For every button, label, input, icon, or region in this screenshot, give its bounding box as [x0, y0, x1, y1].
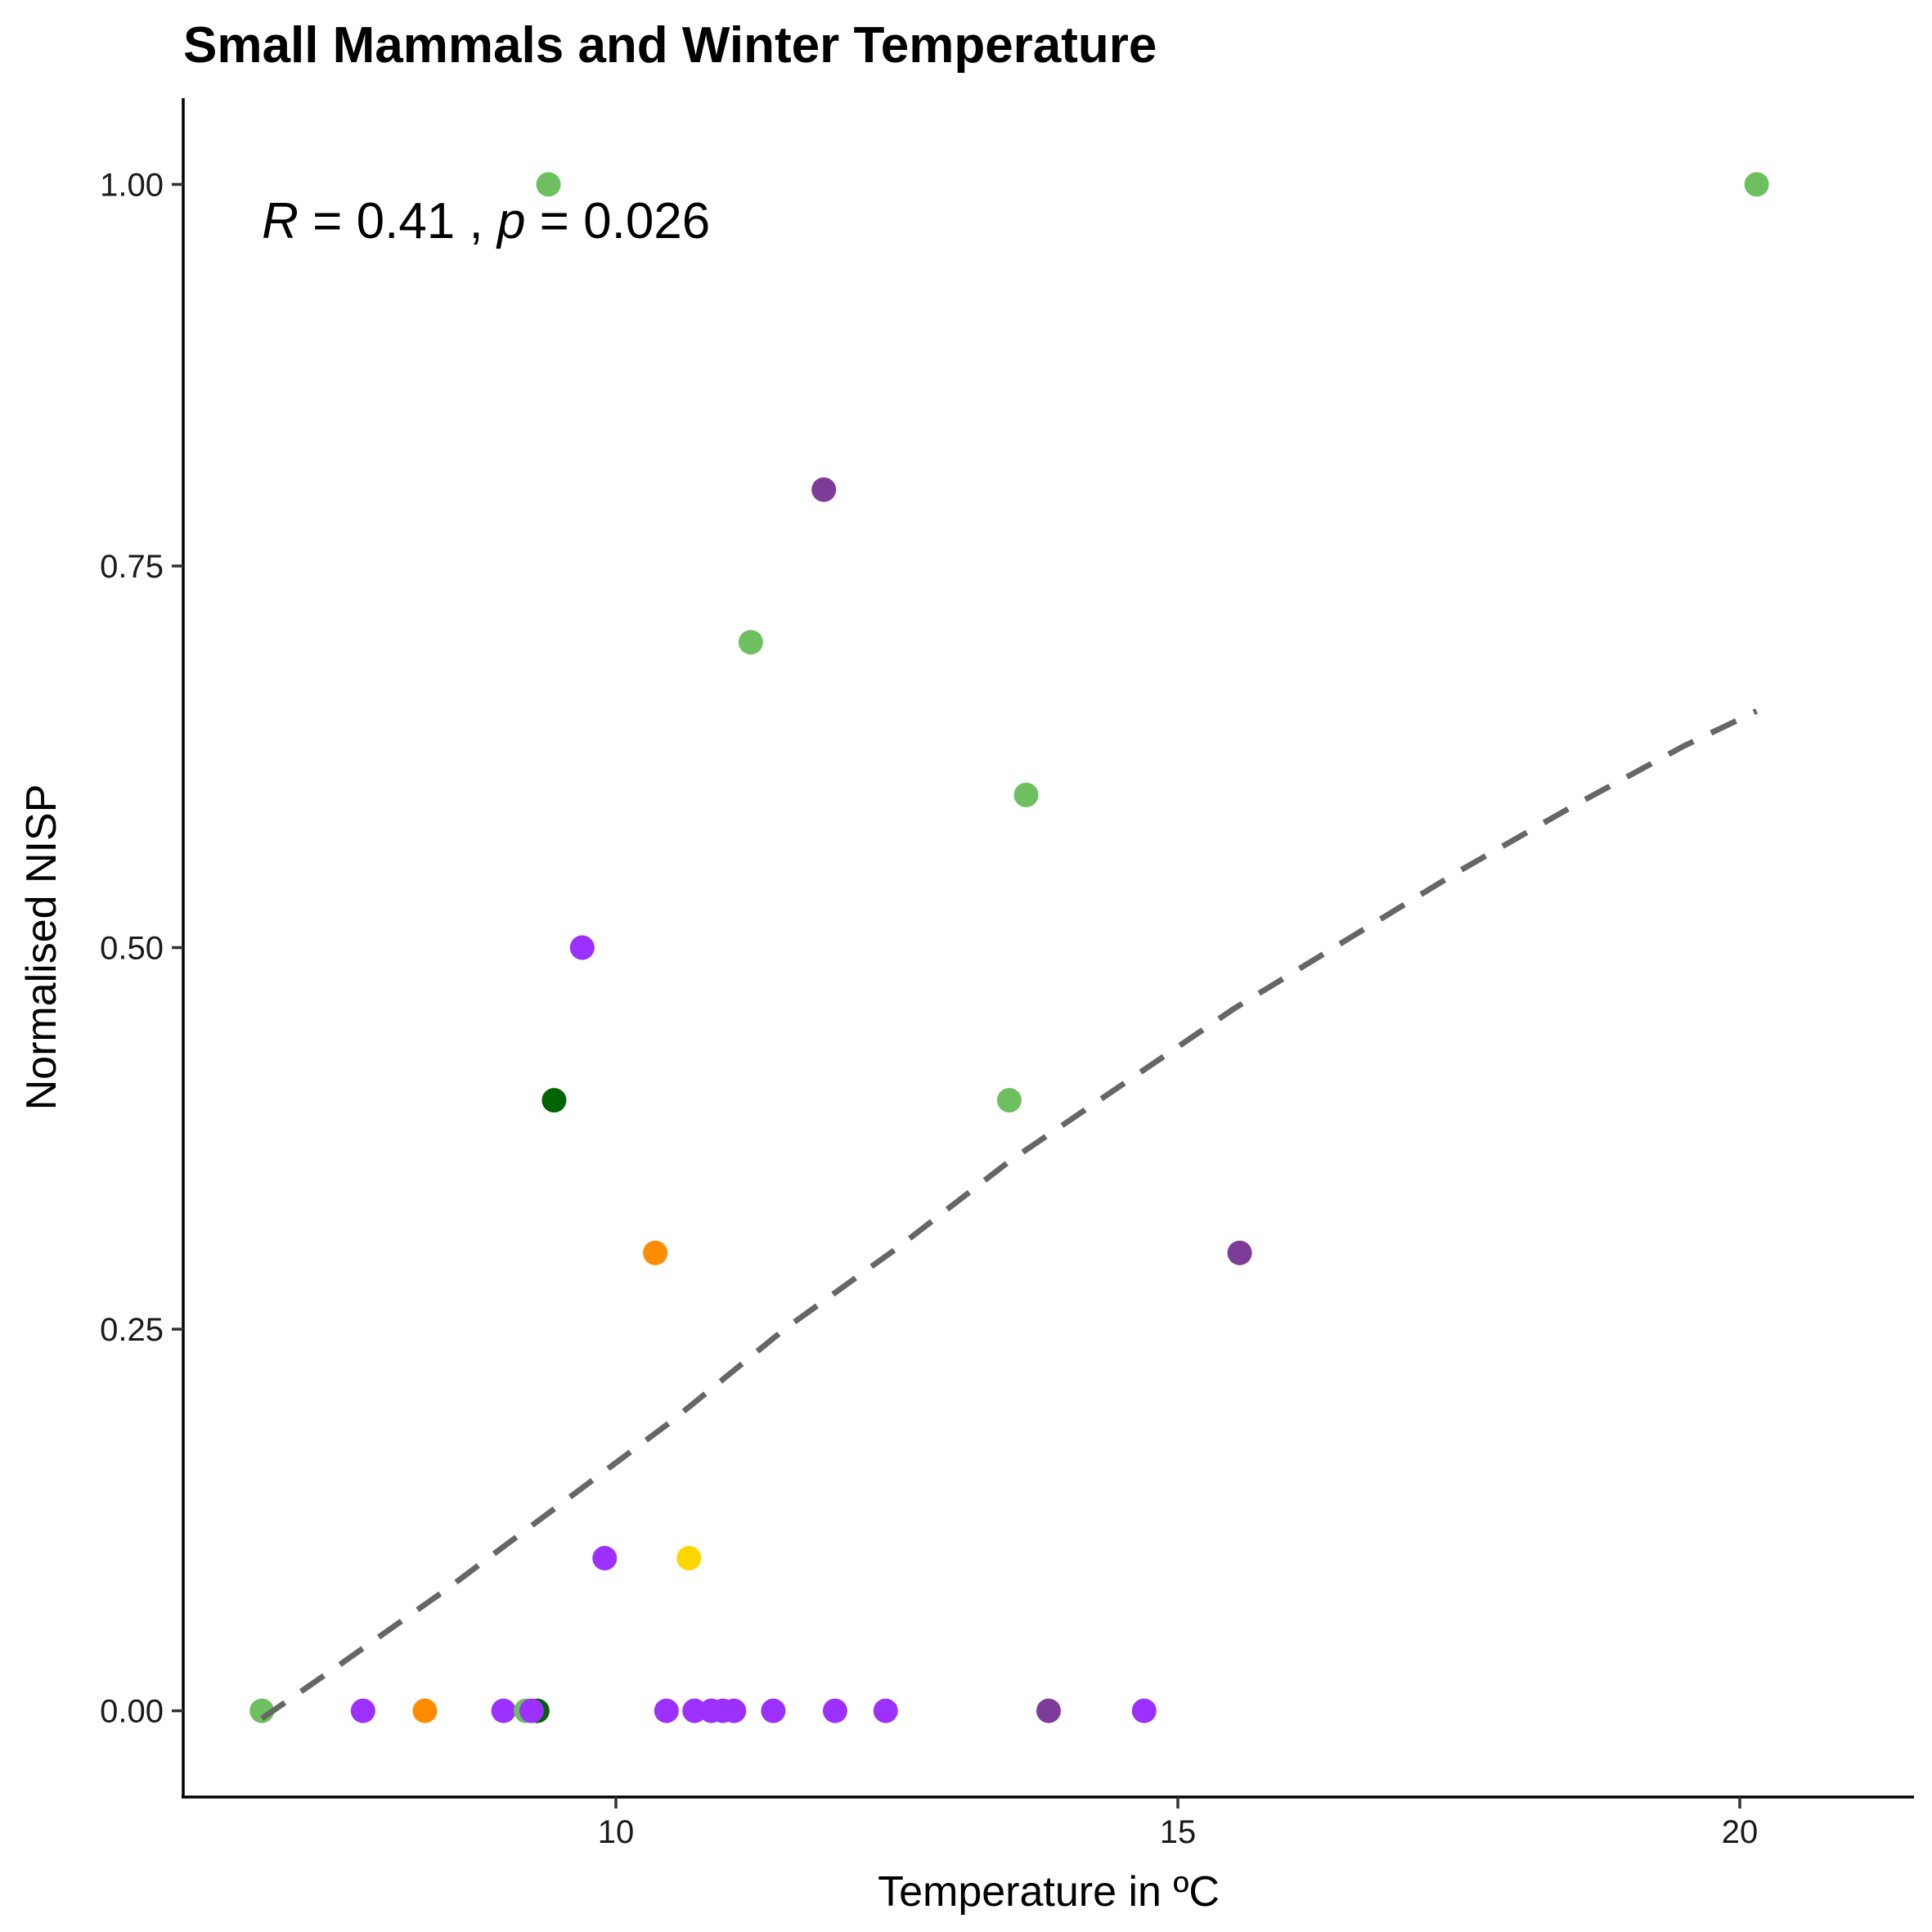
r-value: = 0.41 ,: [299, 193, 497, 249]
y-tick-label: 0.00: [100, 1694, 164, 1730]
data-point: [569, 935, 595, 960]
p-value: = 0.026: [525, 193, 710, 249]
chart-title: Small Mammals and Winter Temperature: [183, 17, 1157, 74]
x-axis-ticks: 10 15 20: [598, 1797, 1759, 1850]
data-point: [721, 1698, 747, 1723]
y-axis-ticks: 0.00 0.25 0.50 0.75 1.00: [100, 167, 183, 1730]
data-point: [643, 1240, 668, 1265]
data-point: [1131, 1698, 1157, 1723]
y-tick-label: 0.25: [100, 1312, 164, 1348]
y-tick-label: 1.00: [100, 167, 164, 203]
data-point: [654, 1698, 679, 1723]
data-point: [536, 172, 561, 197]
data-point: [350, 1698, 375, 1723]
data-point: [1013, 782, 1039, 807]
data-point: [682, 1698, 708, 1723]
x-tick-label: 20: [1722, 1814, 1759, 1850]
data-point: [761, 1698, 786, 1723]
data-point: [811, 477, 837, 502]
x-axis-label: Temperature in ºC: [878, 1868, 1220, 1916]
trend-line: [260, 708, 1759, 1721]
data-point: [738, 630, 763, 655]
data-point: [592, 1545, 618, 1570]
data-point: [1227, 1240, 1252, 1265]
data-point: [873, 1698, 898, 1723]
plot-area: [249, 172, 1769, 1723]
data-point: [491, 1698, 516, 1723]
data-point: [412, 1698, 438, 1723]
y-tick-label: 0.50: [100, 931, 164, 967]
y-axis-label: Normalised NISP: [18, 784, 65, 1111]
data-point: [996, 1088, 1022, 1113]
data-point: [676, 1545, 702, 1570]
x-tick-label: 15: [1160, 1814, 1197, 1850]
r-symbol: R: [262, 193, 299, 249]
p-symbol: p: [496, 193, 525, 249]
y-tick-label: 0.75: [100, 549, 164, 585]
correlation-annotation: R = 0.41 , p = 0.026: [262, 193, 710, 249]
data-point: [519, 1698, 544, 1723]
data-point: [1744, 172, 1769, 197]
data-point: [541, 1088, 567, 1113]
data-point: [822, 1698, 847, 1723]
x-tick-label: 10: [598, 1814, 635, 1850]
data-point: [1036, 1698, 1061, 1723]
